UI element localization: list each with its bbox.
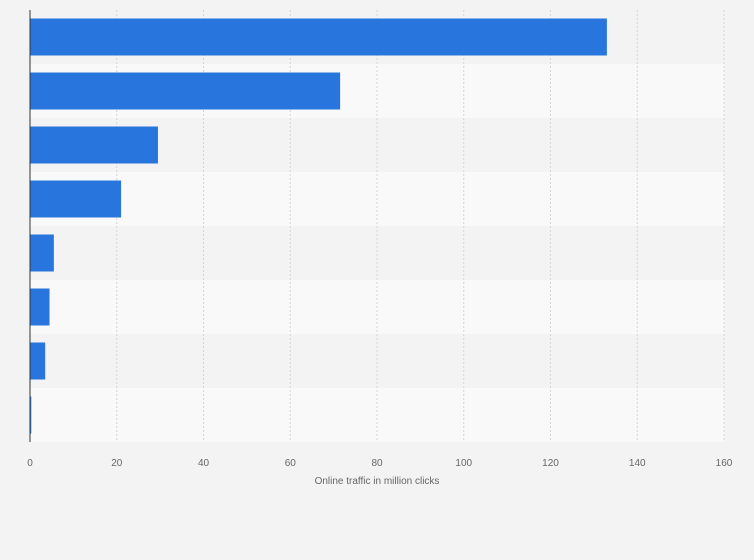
x-tick-label: 140 [629,458,646,469]
x-tick-label: 100 [455,458,472,469]
bar [30,288,50,326]
bars [30,18,607,434]
bar [30,180,122,218]
x-tick-label: 0 [27,458,33,469]
x-tick-label: 80 [371,458,383,469]
bar [30,126,158,164]
x-tick-label: 40 [198,458,210,469]
x-axis-title: Online traffic in million clicks [315,476,440,487]
x-tick-label: 60 [285,458,297,469]
x-tick-label: 20 [111,458,123,469]
bar [30,342,46,380]
x-tick-label: 160 [716,458,733,469]
bar [30,396,32,434]
bar [30,72,341,110]
x-tick-label: 120 [542,458,559,469]
bar [30,18,607,56]
x-tick-labels: 0 20 40 60 80 100 120 140 160 [27,458,733,469]
bar [30,234,54,272]
